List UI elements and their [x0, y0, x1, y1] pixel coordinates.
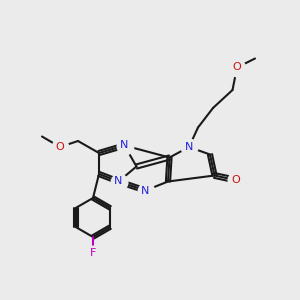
Text: O: O: [232, 62, 242, 73]
Text: O: O: [56, 142, 64, 152]
Text: N: N: [114, 176, 123, 187]
Text: F: F: [90, 248, 96, 259]
Text: N: N: [120, 140, 129, 151]
Text: N: N: [185, 142, 193, 152]
Text: O: O: [231, 175, 240, 185]
Text: N: N: [141, 185, 150, 196]
